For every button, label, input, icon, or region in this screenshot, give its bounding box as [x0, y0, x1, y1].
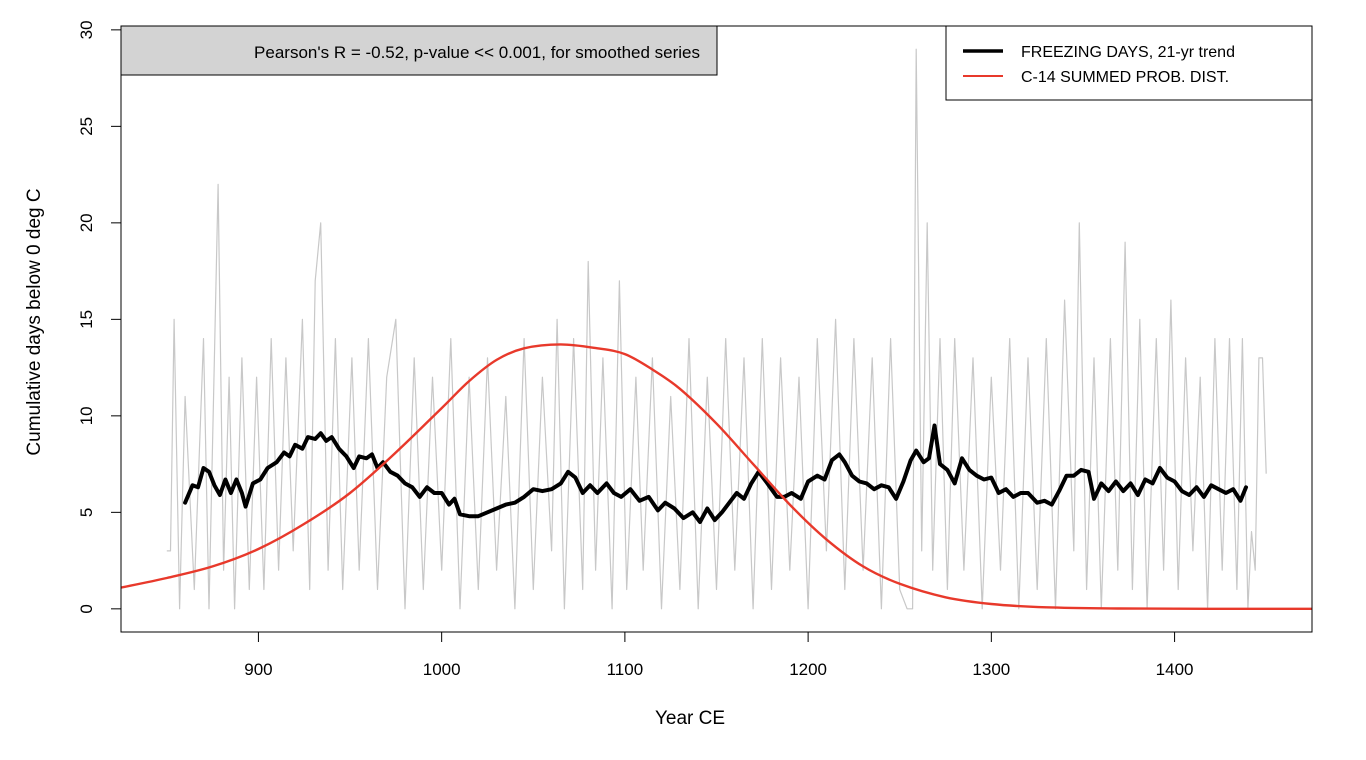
trend-series-path	[183, 423, 1248, 524]
y-tick-label: 25	[77, 117, 96, 136]
y-tick-label: 0	[77, 604, 96, 613]
raw-series-line	[166, 48, 1267, 610]
raw-series-path	[166, 48, 1267, 610]
legend: FREEZING DAYS, 21-yr trend C-14 SUMMED P…	[945, 25, 1313, 101]
x-tick-label: 1100	[607, 660, 644, 679]
x-tick-label: 1200	[789, 660, 827, 679]
x-tick-label: 1000	[423, 660, 461, 679]
x-tick-label: 1300	[972, 660, 1010, 679]
y-tick-label: 30	[77, 20, 96, 39]
annotation-box: Pearson's R = -0.52, p-value << 0.001, f…	[120, 25, 718, 76]
c14-series-line	[120, 343, 1313, 611]
annotation-background	[120, 25, 718, 76]
y-tick-label: 10	[77, 406, 96, 425]
trend-series-line	[183, 423, 1248, 524]
x-tick-label: 900	[244, 660, 272, 679]
y-tick-label: 20	[77, 213, 96, 232]
c14-series-path	[120, 343, 1313, 611]
legend-label-c14: C-14 SUMMED PROB. DIST.	[1021, 69, 1229, 86]
y-tick-label: 15	[77, 310, 96, 329]
y-axis: 0 5 10 15 20 25 30	[77, 20, 122, 614]
x-axis: 900 1000 1100 1200 1300 1400	[244, 631, 1194, 679]
annotation-text: Pearson's R = -0.52, p-value << 0.001, f…	[254, 43, 700, 62]
y-tick-label: 5	[77, 508, 96, 517]
legend-label-trend: FREEZING DAYS, 21-yr trend	[1021, 44, 1235, 61]
x-tick-label: 1400	[1156, 660, 1194, 679]
legend-box	[945, 25, 1313, 101]
x-axis-title: Year CE	[655, 708, 725, 729]
y-axis-title: Cumulative days below 0 deg C	[24, 188, 45, 455]
